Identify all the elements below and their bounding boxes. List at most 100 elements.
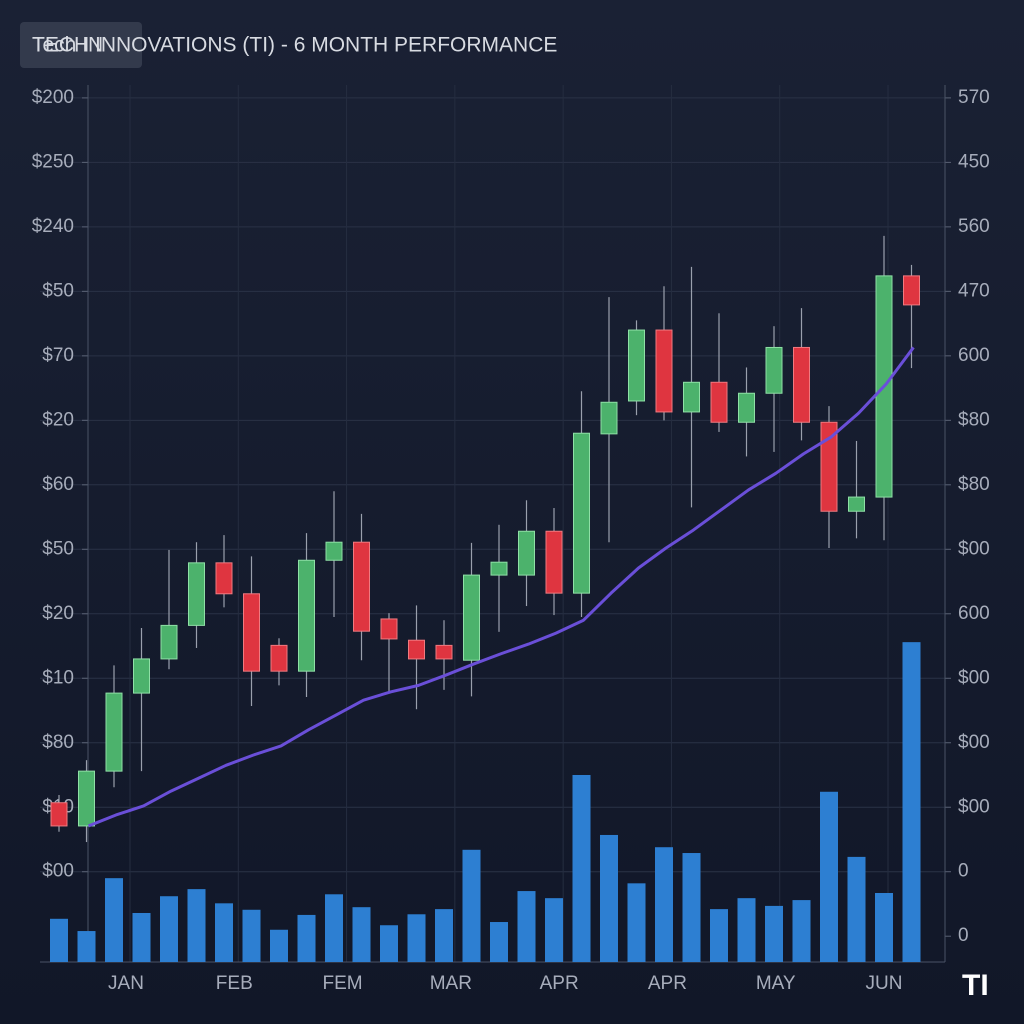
y-tick-label: $60: [42, 474, 74, 495]
plot: $200$250$240$50$70$20$60$50$20$10$80$10$…: [32, 85, 990, 994]
candle-body: [78, 770, 95, 827]
candle-body: [50, 802, 68, 827]
volume-bar: [50, 918, 68, 962]
y-tick-label: $50: [42, 280, 74, 301]
candle-body: [793, 346, 810, 423]
volume-bar: [215, 903, 233, 962]
candle-body: [518, 530, 535, 576]
volume-bar: [380, 925, 398, 962]
volume-bar: [765, 905, 783, 962]
y2-tick-label: $80: [958, 409, 990, 430]
candle-body: [765, 346, 783, 394]
candle-body: [628, 329, 645, 402]
volume-bar: [77, 931, 96, 962]
moving-average: [87, 346, 915, 828]
y-tick-label: $20: [42, 603, 74, 624]
y2-tick-label: $00: [958, 667, 990, 688]
volume-bar: [847, 856, 866, 962]
volume-bar: [517, 891, 536, 962]
candle-body: [105, 692, 123, 772]
volume-bar: [132, 912, 151, 962]
volume-bar: [710, 909, 728, 962]
x-tick-label: JAN: [108, 973, 144, 994]
candle-body: [600, 401, 618, 435]
y2-tick-label: $00: [958, 796, 990, 817]
candle-body: [573, 432, 590, 594]
candle-body: [490, 561, 508, 576]
volume-bar: [105, 878, 123, 962]
y-tick-label: $250: [32, 151, 74, 172]
candle-body: [408, 639, 425, 660]
title-overlay-box: [20, 22, 142, 68]
x-tick-label: APR: [540, 973, 579, 994]
candle-body: [463, 574, 480, 661]
candle-body: [298, 559, 315, 672]
volume-bar: [655, 847, 673, 962]
candle-body: [435, 644, 453, 660]
x-tick-label: FEB: [216, 973, 253, 994]
y-tick-label: $10: [42, 667, 74, 688]
x-tick-label: APR: [648, 973, 687, 994]
candle-body: [545, 530, 563, 594]
x-tick-label: MAR: [430, 973, 472, 994]
y2-tick-label: $00: [958, 538, 990, 559]
y2-tick-label: 0: [958, 861, 969, 882]
logo: TI: [962, 969, 989, 1002]
y-tick-label: $50: [42, 538, 74, 559]
volume-bar: [187, 889, 206, 962]
y2-tick-label: $80: [958, 474, 990, 495]
volume-bar: [902, 642, 921, 962]
candle-body: [133, 658, 150, 694]
y2-tick-label: 470: [958, 280, 990, 301]
title-overlay: Tech IN: [32, 34, 103, 57]
y2-tick-label: 560: [958, 216, 990, 237]
volume-bar: [407, 914, 426, 962]
candle-body: [683, 381, 700, 413]
candle-body: [188, 562, 205, 626]
y-tick-label: $20: [42, 409, 74, 430]
y-tick-label: $00: [42, 861, 74, 882]
x-tick-label: JUN: [866, 973, 903, 994]
volume-bar: [270, 929, 288, 962]
y2-tick-label: 600: [958, 345, 990, 366]
volume-bar: [820, 791, 838, 962]
y2-tick-label: $00: [958, 732, 990, 753]
candle-body: [738, 392, 755, 423]
volume-bar: [435, 909, 453, 962]
volume-bar: [297, 914, 316, 962]
candle-body: [710, 381, 728, 423]
volume-bar: [875, 893, 893, 962]
x-tick-label: FEM: [323, 973, 363, 994]
candle-body: [160, 624, 178, 660]
volume-bar: [242, 909, 261, 962]
candle-body: [380, 618, 398, 640]
y-tick-label: $80: [42, 732, 74, 753]
candle-body: [820, 421, 838, 512]
volume-bar: [627, 883, 646, 962]
y2-tick-label: 600: [958, 603, 990, 624]
y2-tick-label: 570: [958, 87, 990, 108]
y2-tick-label: 450: [958, 151, 990, 172]
chart-title: TECH INNOVATIONS (TI) - 6 MONTH PERFORMA…: [32, 34, 557, 57]
y-tick-label: $240: [32, 216, 74, 237]
candle-body: [848, 496, 865, 512]
y-tick-label: $200: [32, 87, 74, 108]
volume-bar: [737, 898, 756, 962]
volume-bar: [160, 896, 178, 962]
volume-bar: [462, 849, 481, 962]
volume-bar: [352, 907, 371, 962]
candle-body: [215, 562, 233, 595]
volume-bar: [792, 900, 811, 962]
volume-bar: [545, 898, 563, 962]
candle-body: [270, 644, 288, 672]
candle-body: [903, 275, 920, 306]
candle-body: [325, 541, 343, 561]
volume-bar: [490, 922, 508, 962]
volume-bar: [325, 894, 343, 962]
y-tick-label: $70: [42, 345, 74, 366]
volume-bar: [682, 853, 701, 962]
candle-body: [243, 593, 260, 672]
